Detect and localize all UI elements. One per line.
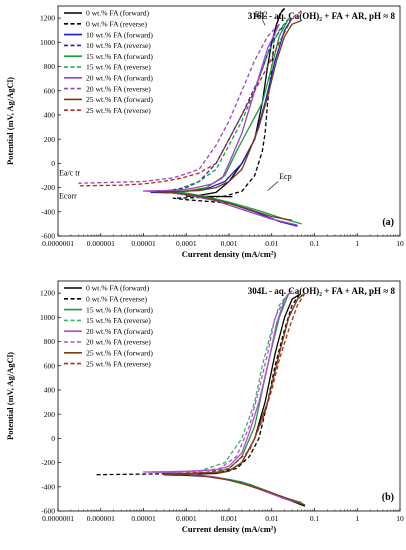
- y-tick-label: -400: [41, 482, 55, 491]
- chart-316L: -600 -400 -200 0 200 400 600 800 1000 1200 0.00000…: [5, 5, 404, 259]
- legend-label: 10 wt.% FA (forward): [86, 30, 153, 39]
- series-line: [172, 7, 286, 204]
- y-tick-label: 200: [44, 135, 56, 144]
- chart-title: 304L - aq. Ca(OH)₂ + FA + AR, pH ≈ 8: [248, 286, 396, 296]
- legend-label: 0 wt.% FA (forward): [86, 9, 150, 18]
- x-axis-label: Current density (mA/cm²): [182, 524, 277, 534]
- series-line: [142, 23, 298, 226]
- x-tick-label: 0.01: [265, 239, 278, 248]
- series-line: [155, 19, 302, 221]
- x-tick-label: 1: [355, 514, 359, 523]
- x-tick-label: 0.1: [310, 239, 320, 248]
- x-tick-label: 0.0000001: [42, 239, 74, 248]
- annotation-label: Ecorr: [59, 191, 77, 200]
- series-line: [163, 17, 293, 192]
- legend-label: 20 wt.% FA (forward): [86, 74, 153, 83]
- y-tick-label: 0: [51, 159, 55, 168]
- legend-label: 0 wt.% FA (reverse): [86, 20, 147, 29]
- x-tick-label: 0.000001: [87, 514, 115, 523]
- x-tick-label: 0.0000001: [42, 514, 74, 523]
- series-line: [181, 17, 290, 189]
- chart-304L: -600 -400 -200 0 200 400 600 800 1000 1200 0.00000…: [5, 280, 404, 534]
- x-tick-label: 0.0001: [176, 514, 197, 523]
- y-tick-label: -600: [41, 232, 55, 241]
- legend-label: 15 wt.% FA (reverse): [86, 316, 151, 325]
- y-tick-label: -600: [41, 507, 55, 516]
- y-tick-label: 800: [44, 62, 56, 71]
- y-tick-label: -200: [41, 183, 55, 192]
- legend-label: 20 wt.% FA (reverse): [86, 84, 151, 93]
- x-tick-label: 10: [396, 514, 404, 523]
- legend-label: 10 wt.% FA (reverse): [86, 41, 151, 50]
- legend-label: 0 wt.% FA (reverse): [86, 295, 147, 304]
- annotation-pointer: [261, 19, 266, 26]
- series-line: [186, 292, 306, 474]
- legend-label: 15 wt.% FA (reverse): [86, 63, 151, 72]
- x-tick-label: 0.000001: [87, 239, 115, 248]
- y-tick-label: 200: [44, 410, 56, 419]
- x-tick-label: 0.001: [221, 239, 238, 248]
- x-axis-label: Current density (mA/cm²): [182, 249, 277, 259]
- series-line: [163, 17, 302, 225]
- x-tick-label: 1: [355, 239, 359, 248]
- annotation-label: Ea/c tr: [59, 168, 80, 177]
- y-tick-label: 1000: [40, 313, 55, 322]
- series-line: [78, 10, 302, 187]
- annotation-label: Ecp: [279, 172, 291, 181]
- y-axis-label: Potential (mV, Ag/AgCl): [5, 352, 15, 440]
- plot-frame: [57, 5, 401, 237]
- y-tick-label: 0: [51, 434, 55, 443]
- x-tick-label: 0.0001: [176, 239, 197, 248]
- y-tick-label: -400: [41, 207, 55, 216]
- legend-label: 15 wt.% FA (forward): [86, 305, 153, 314]
- series-line: [163, 292, 306, 506]
- plot-frame: [57, 280, 401, 512]
- legend-label: 20 wt.% FA (reverse): [86, 338, 151, 347]
- annotation-pointer: [267, 181, 279, 191]
- y-tick-label: 800: [44, 337, 56, 346]
- y-tick-label: 400: [44, 386, 56, 395]
- y-tick-label: 1200: [40, 289, 55, 298]
- legend-label: 25 wt.% FA (forward): [86, 349, 153, 358]
- y-tick-label: 1200: [40, 14, 55, 23]
- legend-label: 25 wt.% FA (reverse): [86, 106, 151, 115]
- x-tick-label: 0.00001: [131, 514, 156, 523]
- x-tick-label: 0.01: [265, 514, 278, 523]
- y-tick-label: 400: [44, 111, 56, 120]
- annotation-label: Eb2: [255, 10, 268, 19]
- series-line: [96, 293, 301, 476]
- y-tick-label: 1000: [40, 38, 55, 47]
- panel-label: (b): [382, 492, 394, 503]
- y-axis-label: Potential (mV, Ag/AgCl): [5, 77, 15, 165]
- chart-title: 316L - aq. Ca(OH)₂ + FA + AR, pH ≈ 8: [248, 11, 396, 21]
- legend-label: 20 wt.% FA (forward): [86, 327, 153, 336]
- legend-label: 0 wt.% FA (forward): [86, 284, 150, 293]
- y-tick-label: -200: [41, 458, 55, 467]
- y-tick-label: 600: [44, 86, 56, 95]
- x-tick-label: 0.001: [221, 514, 238, 523]
- x-tick-label: 10: [396, 239, 404, 248]
- series-line: [78, 23, 280, 184]
- series-line: [163, 292, 290, 473]
- x-tick-label: 0.00001: [131, 239, 156, 248]
- x-tick-label: 0.1: [310, 514, 320, 523]
- y-tick-label: 600: [44, 361, 56, 370]
- legend-label: 15 wt.% FA (forward): [86, 52, 153, 61]
- legend-label: 25 wt.% FA (forward): [86, 95, 153, 104]
- legend-label: 25 wt.% FA (reverse): [86, 359, 151, 368]
- panel-label: (a): [382, 217, 394, 228]
- series-line: [150, 290, 293, 473]
